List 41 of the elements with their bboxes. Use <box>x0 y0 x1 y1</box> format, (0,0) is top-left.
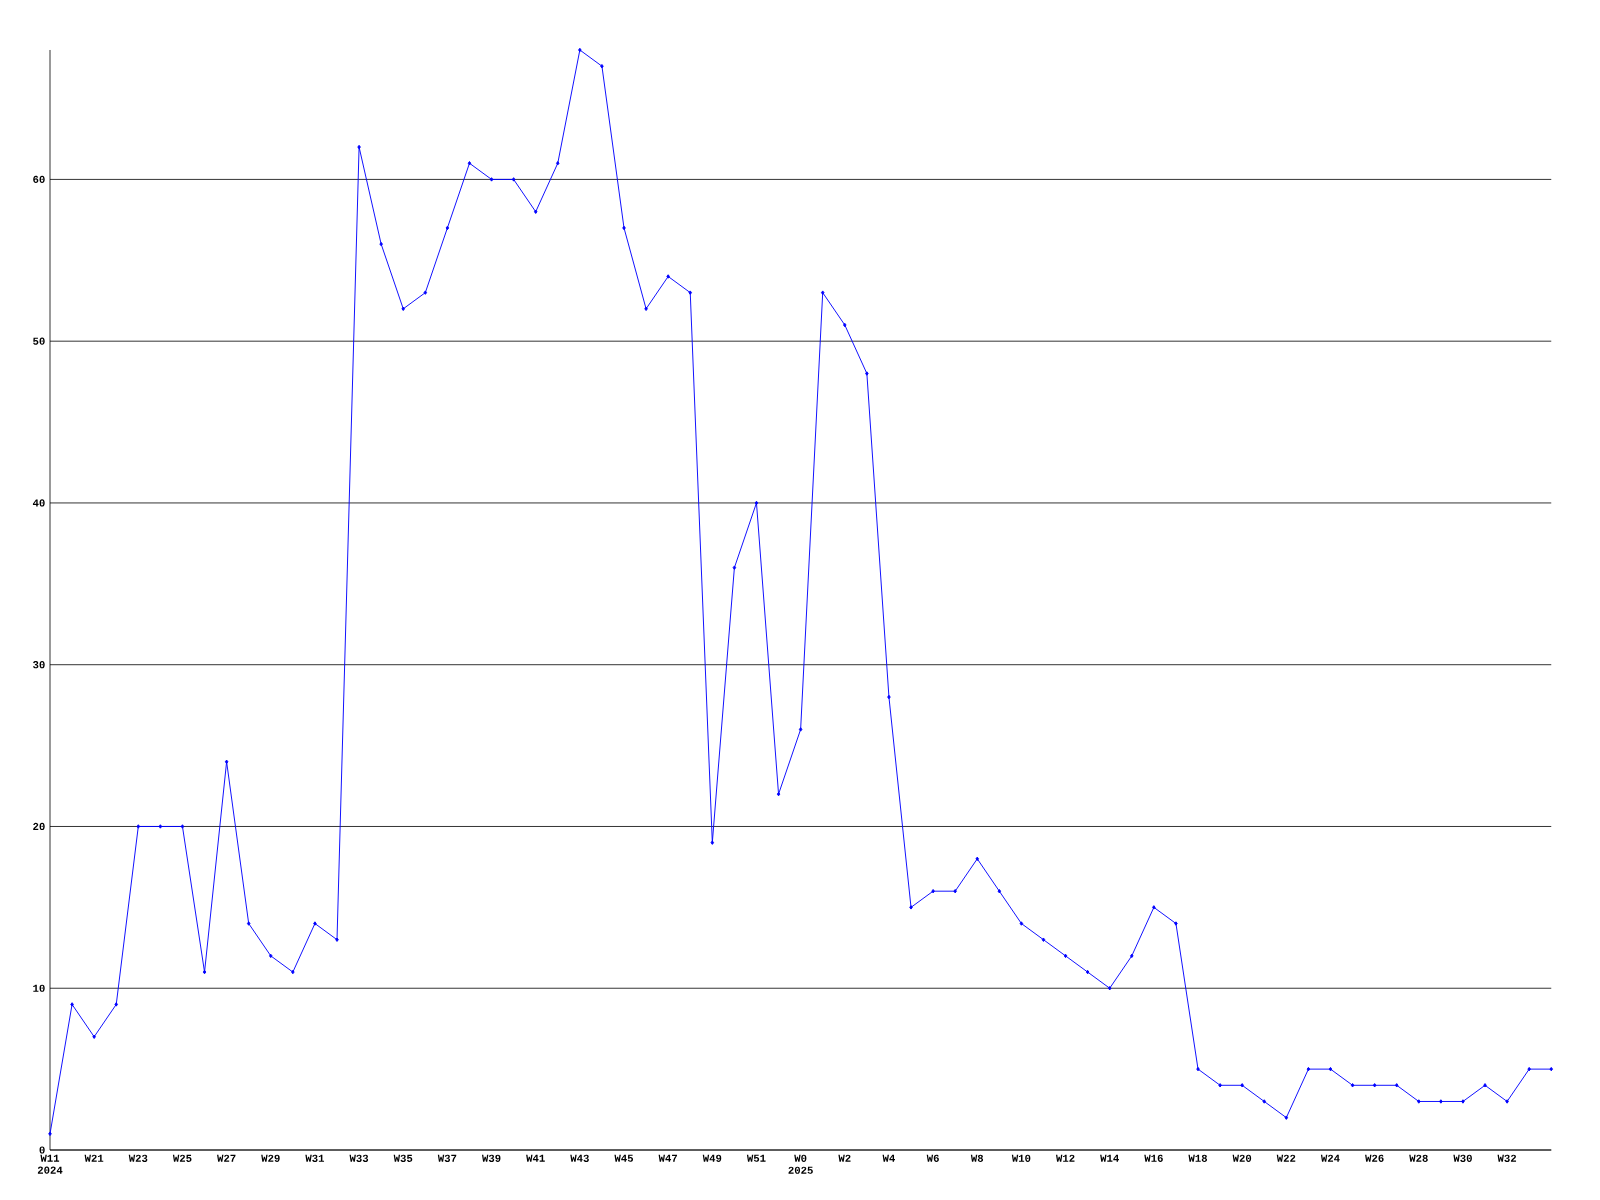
y-tick-label: 20 <box>33 822 45 831</box>
x-tick-label: W20 <box>1232 1154 1252 1162</box>
x-tick-label: W35 <box>393 1154 413 1162</box>
x-tick-label: W29 <box>261 1154 280 1162</box>
x-tick-label: W22 <box>1276 1154 1296 1162</box>
x-tick-label: W31 <box>305 1154 325 1162</box>
x-tick-label: W47 <box>658 1154 678 1162</box>
x-tick-label: W25 <box>172 1154 192 1162</box>
x-tick-label: W27 <box>217 1154 236 1162</box>
x-tick-label: W12 <box>1055 1154 1075 1162</box>
x-tick-label: W39 <box>481 1154 501 1162</box>
x-tick-label: W28 <box>1409 1154 1428 1162</box>
y-tick-label: 10 <box>33 984 45 992</box>
x-tick-label: W37 <box>437 1154 457 1162</box>
x-tick-label: W32 <box>1497 1154 1517 1162</box>
y-tick-label: 50 <box>33 337 45 345</box>
x-tick-label: W2 <box>838 1154 851 1162</box>
x-tick-label: W24 <box>1320 1154 1340 1162</box>
y-tick-label: 0 <box>39 1146 45 1154</box>
x-tick-label: W10 <box>1011 1154 1031 1162</box>
x-tick-label: W41 <box>526 1154 545 1162</box>
x-tick-label: W45 <box>614 1154 634 1162</box>
x-tick-label: W6 <box>926 1154 939 1162</box>
y-tick-label: 40 <box>32 499 45 507</box>
x-tick-label: W11 2024 <box>37 1154 63 1174</box>
x-tick-label: W16 <box>1144 1154 1163 1162</box>
x-tick-label: W23 <box>128 1154 148 1162</box>
x-tick-label: W49 <box>702 1154 722 1162</box>
y-tick-label: 30 <box>33 661 45 669</box>
x-tick-label: W51 <box>746 1154 766 1162</box>
x-tick-label: W30 <box>1453 1154 1472 1162</box>
x-tick-label: W14 <box>1100 1154 1119 1162</box>
x-tick-label: W4 <box>882 1154 895 1162</box>
x-tick-label: W43 <box>570 1154 589 1162</box>
y-tick-label: 60 <box>33 175 45 184</box>
x-tick-label: W21 <box>84 1154 104 1162</box>
x-tick-label: W33 <box>349 1154 369 1162</box>
x-tick-label: W0 2025 <box>788 1154 813 1174</box>
x-tick-label: W26 <box>1365 1154 1384 1162</box>
x-tick-label: W8 <box>970 1154 984 1162</box>
x-tick-label: W18 <box>1188 1154 1208 1162</box>
